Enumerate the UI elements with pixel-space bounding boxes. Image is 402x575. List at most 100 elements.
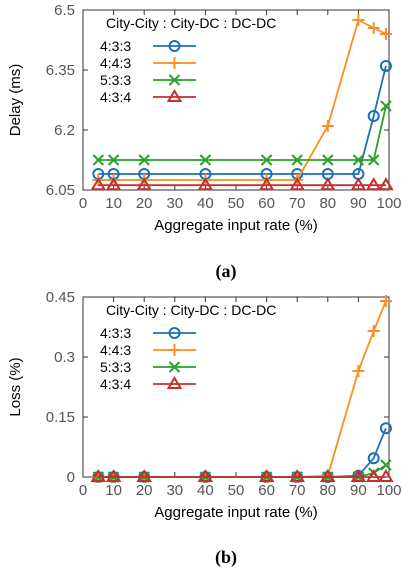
legend-item: 4:3:3 <box>100 38 196 54</box>
data-point <box>321 120 334 132</box>
series-line <box>98 105 387 161</box>
data-point <box>105 469 122 482</box>
data-point <box>352 365 365 377</box>
x-tick-label: 10 <box>105 482 122 499</box>
data-point <box>367 452 380 465</box>
x-tick-label: 0 <box>79 482 87 499</box>
legend-label: 4:3:4 <box>100 376 131 392</box>
legend-swatch-marker <box>168 361 181 373</box>
data-point <box>199 154 212 166</box>
legend-label: 4:3:3 <box>100 38 131 54</box>
data-point <box>107 154 120 166</box>
legend-swatch-marker <box>168 344 181 356</box>
x-tick-label: 100 <box>376 482 401 499</box>
data-point <box>258 469 275 482</box>
y-tick-label: 6.5 <box>54 2 75 19</box>
x-tick-label: 80 <box>319 482 336 499</box>
legend-swatch-marker <box>168 327 181 339</box>
series-line <box>98 427 387 478</box>
legend-label: 4:3:4 <box>100 89 131 105</box>
legend-label: 5:3:3 <box>100 359 131 375</box>
data-point <box>289 469 305 482</box>
legend-item: 4:4:3 <box>100 342 196 358</box>
legend-item: 5:3:3 <box>100 359 196 375</box>
series-line <box>98 300 387 478</box>
legend-item: 5:3:3 <box>100 72 196 88</box>
x-tick-label: 60 <box>258 482 275 499</box>
y-ticks: 6.05 6.2 6.35 6.5 <box>46 2 389 199</box>
legend-item: 4:3:3 <box>100 325 196 341</box>
data-point <box>197 469 214 482</box>
series-5-3-3 <box>92 100 392 166</box>
legend-label: 5:3:3 <box>100 72 131 88</box>
data-point <box>322 154 334 166</box>
legend-swatch-marker <box>166 376 183 389</box>
legend-swatch-marker <box>168 40 181 52</box>
legend-swatch-marker <box>168 74 181 86</box>
x-tick-label: 30 <box>166 195 183 212</box>
legend-label: 4:4:3 <box>100 342 131 358</box>
legend-swatch-marker <box>166 89 183 102</box>
chart-panel-a: 0 10 20 30 40 50 60 70 80 90 100 6.05 6.2 6.35 6.5 Aggr… <box>7 2 402 282</box>
data-point <box>378 177 394 191</box>
data-point <box>379 60 392 72</box>
data-point <box>367 110 380 122</box>
x-tick-label: 50 <box>228 195 245 212</box>
data-point <box>136 177 152 191</box>
data-point <box>90 469 107 482</box>
data-point <box>320 177 336 191</box>
x-tick-label: 100 <box>376 195 401 212</box>
x-tick-label: 90 <box>350 482 367 499</box>
data-point <box>350 177 367 191</box>
data-point <box>138 154 150 166</box>
data-point <box>378 469 394 482</box>
data-point <box>379 295 392 307</box>
y-tick-label: 6.35 <box>46 62 75 79</box>
data-point <box>367 22 380 34</box>
x-ticks: 0 10 20 30 40 50 60 70 80 90 100 <box>79 297 402 499</box>
y-tick-label: 6.2 <box>54 122 75 139</box>
data-point <box>320 469 336 482</box>
x-axis-label: Aggregate input rate (%) <box>154 217 317 234</box>
x-tick-label: 40 <box>197 195 214 212</box>
series-line <box>98 18 387 181</box>
data-point <box>260 154 273 166</box>
series-4-3-3 <box>92 422 392 483</box>
data-point <box>92 154 105 166</box>
data-point <box>136 469 152 482</box>
data-point <box>380 459 392 471</box>
legend: City-City : City-DC : DC-DC 4:3:34:4:35:3… <box>100 302 276 392</box>
x-tick-label: 20 <box>136 482 153 499</box>
x-tick-label: 30 <box>166 482 183 499</box>
x-axis-label: Aggregate input rate (%) <box>154 504 317 521</box>
panel-caption: (a) <box>216 261 237 282</box>
data-point <box>90 177 107 191</box>
data-point <box>258 177 275 191</box>
data-point <box>352 14 365 26</box>
data-point <box>365 469 382 482</box>
x-tick-label: 70 <box>289 482 306 499</box>
data-point <box>367 325 380 337</box>
y-ticks: 0 0.15 0.3 0.45 <box>46 289 389 486</box>
series-5-3-3 <box>92 459 392 483</box>
x-tick-label: 0 <box>79 195 87 212</box>
y-tick-label: 0 <box>67 469 75 486</box>
data-point <box>379 28 392 40</box>
legend-label: 4:3:3 <box>100 325 131 341</box>
panel-caption: (b) <box>215 547 237 568</box>
x-tick-label: 50 <box>228 482 245 499</box>
y-tick-label: 0.45 <box>46 289 75 306</box>
y-tick-label: 0.15 <box>46 409 75 426</box>
chart-panel-b: 0 10 20 30 40 50 60 70 80 90 100 0 0.15 0.3 0.45 Aggreg… <box>7 289 402 568</box>
legend-title: City-City : City-DC : DC-DC <box>106 302 276 318</box>
data-point <box>367 154 380 166</box>
legend-title: City-City : City-DC : DC-DC <box>106 15 276 31</box>
x-tick-label: 70 <box>289 195 306 212</box>
data-point <box>379 422 392 435</box>
data-point <box>350 469 367 482</box>
x-tick-label: 90 <box>350 195 367 212</box>
data-point <box>380 100 392 112</box>
data-point <box>291 154 303 166</box>
legend-item: 4:3:4 <box>100 89 196 105</box>
